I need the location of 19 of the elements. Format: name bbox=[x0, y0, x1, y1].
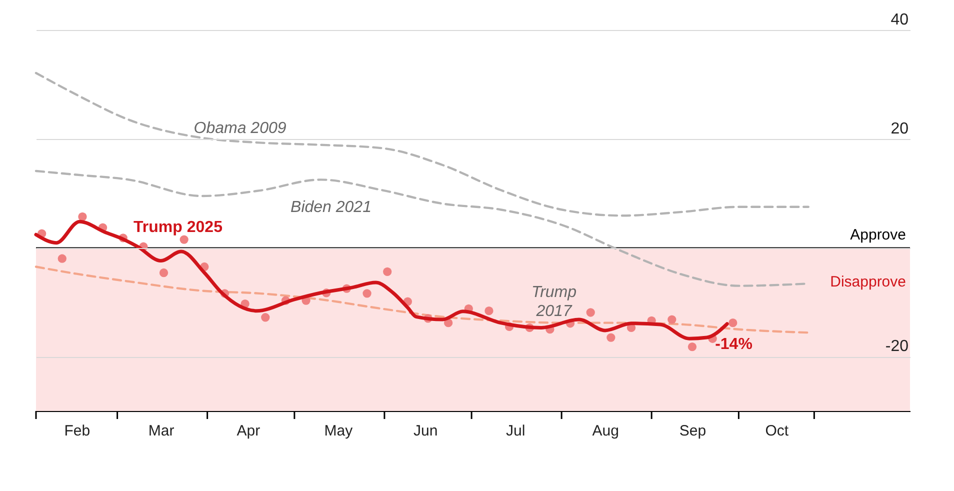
y-tick-label: 40 bbox=[890, 12, 909, 28]
x-tick-label: Jun bbox=[413, 422, 438, 440]
y-tick-label: 20 bbox=[890, 120, 909, 138]
x-tick-label: Aug bbox=[592, 422, 619, 440]
y-tick-label: -20 bbox=[885, 338, 909, 356]
series-label: Obama 2009 bbox=[194, 120, 286, 137]
x-tick-label: May bbox=[324, 422, 354, 440]
x-tick-label: Mar bbox=[148, 422, 174, 440]
ref-line-label: Approve bbox=[850, 226, 906, 244]
series-label: Trump 2025 bbox=[134, 219, 223, 236]
annotation: -14% bbox=[715, 336, 752, 353]
band-label: Disapprove bbox=[830, 274, 906, 291]
series-label: Biden 2021 bbox=[290, 199, 372, 216]
x-tick-label: Jul bbox=[506, 422, 526, 440]
series-label: Trump 2017 bbox=[531, 284, 577, 320]
x-tick-label: Apr bbox=[236, 422, 260, 440]
x-tick-label: Sep bbox=[679, 422, 706, 440]
x-tick-label: Oct bbox=[765, 422, 790, 440]
x-tick-label: Feb bbox=[64, 422, 90, 440]
